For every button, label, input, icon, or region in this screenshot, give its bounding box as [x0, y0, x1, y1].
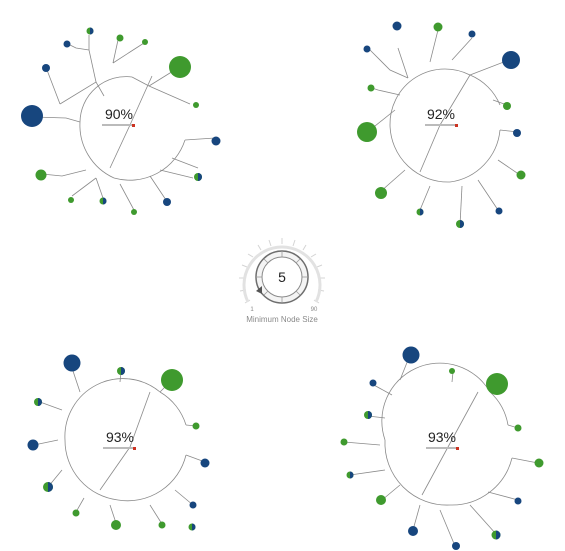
percent-label: 93% [106, 429, 134, 445]
tree-top-right: 92% [357, 21, 526, 228]
tree-node[interactable] [516, 170, 526, 180]
tree-node[interactable] [392, 21, 402, 31]
percent-marker [132, 124, 135, 127]
tree-node[interactable] [357, 122, 377, 142]
tree-node[interactable] [42, 64, 50, 72]
tree-node[interactable] [68, 197, 74, 203]
tree-node[interactable] [452, 542, 460, 550]
tree-node[interactable] [131, 209, 137, 215]
tree-node[interactable] [503, 102, 511, 110]
tree-branches [33, 367, 206, 525]
percent-marker [133, 447, 136, 450]
tree-node[interactable] [376, 495, 386, 505]
knob-title: Minimum Node Size [246, 315, 318, 324]
knob-graphic[interactable]: 5 1 90 [236, 236, 328, 332]
tree-node[interactable] [169, 56, 191, 78]
tree-top-left: 90% [21, 27, 221, 215]
tree-node[interactable] [513, 129, 521, 137]
tree-node[interactable] [468, 30, 476, 38]
tree-node[interactable] [116, 34, 124, 42]
tree-node[interactable] [514, 497, 522, 505]
tree-node[interactable] [72, 509, 80, 517]
tree-node[interactable] [193, 102, 199, 108]
tree-node[interactable] [63, 40, 71, 48]
tree-bottom-right: 93% [340, 346, 544, 550]
tree-node[interactable] [189, 501, 197, 509]
tree-node[interactable] [35, 169, 47, 181]
tree-node[interactable] [111, 520, 121, 530]
tree-node[interactable] [402, 346, 420, 364]
knob-grip-lines [256, 251, 308, 303]
tree-node[interactable] [367, 84, 375, 92]
percent-label: 93% [428, 429, 456, 445]
percent-label: 90% [105, 106, 133, 122]
percent-marker [455, 124, 458, 127]
tree-node[interactable] [514, 424, 522, 432]
percent-marker [456, 447, 459, 450]
tree-node[interactable] [340, 438, 348, 446]
tree-nodes [357, 21, 526, 228]
knob-min-label: 1 [250, 307, 254, 313]
tree-node[interactable] [63, 354, 81, 372]
mixed-node-overlays [38, 27, 501, 540]
min-node-size-knob[interactable]: 5 1 90 [236, 236, 328, 332]
knob-value: 5 [278, 269, 286, 285]
tree-node[interactable] [142, 39, 148, 45]
percent-label: 92% [427, 106, 455, 122]
tree-node[interactable] [433, 22, 443, 32]
tree-branches [33, 35, 216, 211]
tree-node[interactable] [534, 458, 544, 468]
tree-node[interactable] [369, 379, 377, 387]
tree-node[interactable] [375, 187, 387, 199]
knob-pointer-icon [256, 286, 262, 294]
tree-node[interactable] [502, 51, 520, 69]
tree-node[interactable] [495, 207, 503, 215]
tree-branches [369, 29, 521, 226]
knob-track [242, 245, 322, 303]
tree-nodes [340, 346, 544, 550]
tree-node[interactable] [158, 521, 166, 529]
tree-bottom-left: 93% [27, 354, 210, 531]
tree-node[interactable] [192, 422, 200, 430]
tree-node[interactable] [21, 105, 43, 127]
tree-node[interactable] [211, 136, 221, 146]
knob-max-label: 90 [311, 307, 318, 313]
tree-node[interactable] [200, 458, 210, 468]
tree-node[interactable] [408, 526, 418, 536]
tree-node[interactable] [363, 45, 371, 53]
tree-node[interactable] [27, 439, 39, 451]
tree-node[interactable] [161, 369, 183, 391]
tree-node[interactable] [449, 368, 455, 374]
tree-node[interactable] [486, 373, 508, 395]
tree-node[interactable] [163, 198, 171, 206]
